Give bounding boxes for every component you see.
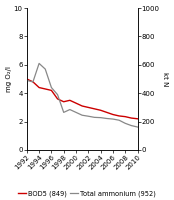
Y-axis label: kt N: kt N bbox=[163, 72, 168, 86]
Y-axis label: mg O₂/l: mg O₂/l bbox=[6, 66, 11, 92]
Legend: BOD5 (849), Total ammonium (952): BOD5 (849), Total ammonium (952) bbox=[18, 190, 156, 197]
